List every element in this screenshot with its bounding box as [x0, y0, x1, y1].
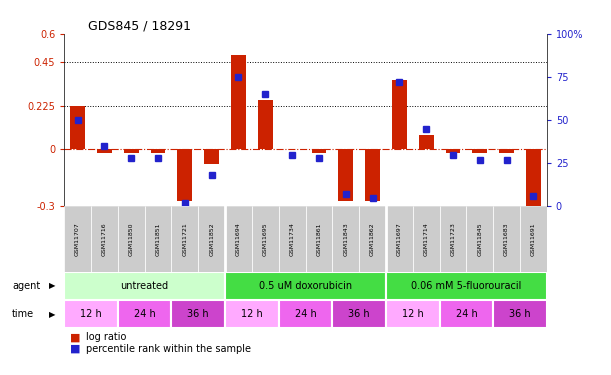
Bar [386, 206, 413, 272]
Bar [204, 149, 219, 164]
Text: GSM11723: GSM11723 [450, 222, 455, 256]
Text: percentile rank within the sample: percentile rank within the sample [86, 344, 251, 354]
Bar [198, 206, 225, 272]
Text: ■: ■ [70, 333, 81, 342]
Bar [118, 300, 172, 328]
Bar [145, 206, 172, 272]
Bar [172, 300, 225, 328]
Text: GSM11714: GSM11714 [423, 222, 429, 256]
Bar [493, 206, 520, 272]
Text: GSM11716: GSM11716 [102, 222, 107, 256]
Bar [231, 55, 246, 149]
Text: 24 h: 24 h [456, 309, 477, 319]
Bar [279, 206, 306, 272]
Bar [365, 149, 380, 201]
Bar [419, 135, 434, 149]
Bar [70, 106, 85, 149]
Text: log ratio: log ratio [86, 333, 126, 342]
Text: untreated: untreated [120, 281, 169, 291]
Bar [439, 206, 466, 272]
Bar [279, 300, 332, 328]
Text: GSM11734: GSM11734 [290, 222, 295, 256]
Bar [392, 80, 407, 149]
Text: ▶: ▶ [49, 281, 56, 290]
Text: GSM11862: GSM11862 [370, 222, 375, 256]
Text: 36 h: 36 h [509, 309, 531, 319]
Text: GSM11851: GSM11851 [156, 222, 161, 256]
Text: GSM11850: GSM11850 [129, 222, 134, 256]
Bar [520, 206, 547, 272]
Bar [439, 300, 493, 328]
Bar [64, 300, 118, 328]
Bar [172, 206, 198, 272]
Text: ▶: ▶ [49, 310, 56, 319]
Bar [124, 149, 139, 153]
Bar [359, 206, 386, 272]
Bar [97, 149, 112, 153]
Text: 0.06 mM 5-fluorouracil: 0.06 mM 5-fluorouracil [411, 281, 522, 291]
Bar [386, 272, 547, 300]
Text: GSM11707: GSM11707 [75, 222, 80, 256]
Bar [64, 206, 91, 272]
Text: GSM11845: GSM11845 [477, 222, 482, 256]
Bar [225, 272, 386, 300]
Text: GSM11843: GSM11843 [343, 222, 348, 256]
Text: 0.5 uM doxorubicin: 0.5 uM doxorubicin [259, 281, 352, 291]
Text: GSM11861: GSM11861 [316, 222, 321, 256]
Text: GSM11694: GSM11694 [236, 222, 241, 256]
Bar [338, 149, 353, 201]
Text: GSM11697: GSM11697 [397, 222, 402, 256]
Text: time: time [12, 309, 34, 319]
Bar [386, 300, 439, 328]
Text: GSM11691: GSM11691 [531, 222, 536, 256]
Bar [225, 300, 279, 328]
Text: 36 h: 36 h [348, 309, 370, 319]
Text: ■: ■ [70, 344, 81, 354]
Text: agent: agent [12, 281, 40, 291]
Text: 12 h: 12 h [402, 309, 423, 319]
Bar [332, 300, 386, 328]
Bar [526, 149, 541, 210]
Bar [499, 149, 514, 153]
Bar [445, 149, 460, 153]
Text: GDS845 / 18291: GDS845 / 18291 [89, 20, 191, 33]
Bar [472, 149, 487, 153]
Bar [413, 206, 439, 272]
Text: 24 h: 24 h [295, 309, 316, 319]
Bar [312, 149, 326, 153]
Bar [493, 300, 547, 328]
Text: 12 h: 12 h [241, 309, 263, 319]
Text: 12 h: 12 h [80, 309, 102, 319]
Bar [466, 206, 493, 272]
Bar [306, 206, 332, 272]
Text: GSM11852: GSM11852 [209, 222, 214, 256]
Bar [258, 100, 273, 149]
Bar [64, 272, 225, 300]
Text: 36 h: 36 h [188, 309, 209, 319]
Text: 24 h: 24 h [134, 309, 155, 319]
Text: GSM11695: GSM11695 [263, 222, 268, 256]
Bar [332, 206, 359, 272]
Text: GSM11721: GSM11721 [182, 222, 188, 256]
Text: GSM11683: GSM11683 [504, 222, 509, 256]
Bar [177, 149, 192, 201]
Bar [91, 206, 118, 272]
Bar [225, 206, 252, 272]
Bar [151, 149, 166, 153]
Bar [118, 206, 145, 272]
Bar [252, 206, 279, 272]
